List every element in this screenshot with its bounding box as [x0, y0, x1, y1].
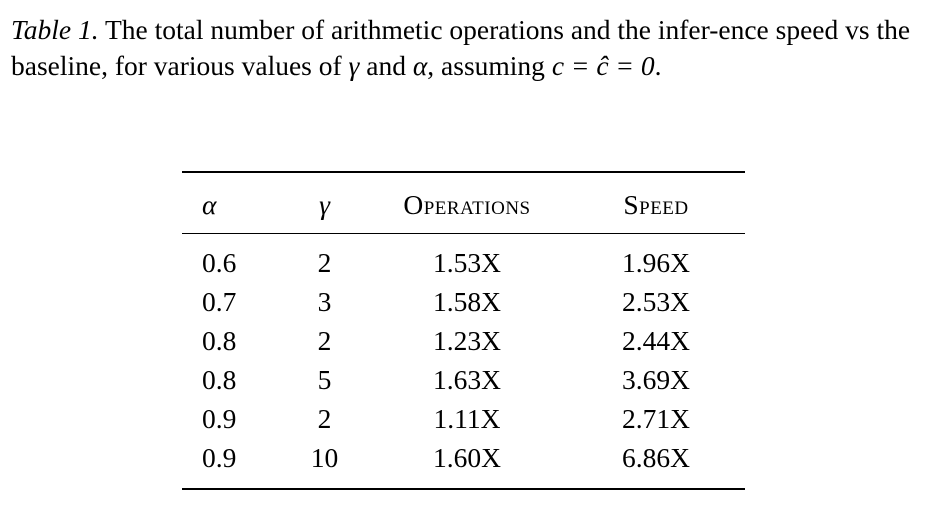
cell-speed: 2.53X: [622, 286, 690, 317]
cell-speed: 3.69X: [622, 364, 690, 395]
cell-gamma: 10: [310, 442, 339, 473]
cell-alpha: 0.7: [202, 286, 237, 317]
caption-label: Table 1.: [11, 14, 99, 45]
results-table-container: α γ Operations Speed 0.6 2 1.53X 1.96X 0…: [182, 171, 745, 490]
cell-alpha: 0.8: [202, 325, 237, 356]
cell-gamma: 5: [317, 364, 332, 395]
table-row: 0.9 2 1.11X 2.71X: [182, 399, 745, 438]
table-row: 0.8 2 1.23X 2.44X: [182, 321, 745, 360]
caption-alpha-symbol: α: [412, 50, 428, 81]
table-body: 0.6 2 1.53X 1.96X 0.7 3 1.58X 2.53X 0.8 …: [182, 233, 745, 489]
cell-operations: 1.58X: [433, 286, 501, 317]
header-speed: Speed: [623, 189, 689, 220]
cell-operations: 1.60X: [433, 442, 501, 473]
caption-period: .: [654, 50, 662, 81]
cell-alpha: 0.9: [202, 403, 237, 434]
header-alpha: α: [202, 189, 217, 220]
table-caption: Table 1. The total number of arithmetic …: [11, 12, 936, 84]
cell-operations: 1.63X: [433, 364, 501, 395]
cell-gamma: 3: [317, 286, 332, 317]
cell-speed: 6.86X: [622, 442, 690, 473]
cell-alpha: 0.6: [202, 247, 237, 278]
caption-text-assuming: , assuming: [427, 50, 552, 81]
cell-alpha: 0.8: [202, 364, 237, 395]
table-row: 0.6 2 1.53X 1.96X: [182, 234, 745, 283]
cell-gamma: 2: [317, 403, 332, 434]
caption-text-and: and: [359, 50, 413, 81]
header-operations: Operations: [403, 189, 531, 220]
table-row: 0.8 5 1.63X 3.69X: [182, 360, 745, 399]
table-header-row: α γ Operations Speed: [182, 172, 745, 234]
table-row: 0.7 3 1.58X 2.53X: [182, 282, 745, 321]
cell-operations: 1.23X: [433, 325, 501, 356]
cell-gamma: 2: [317, 247, 332, 278]
table-row: 0.9 10 1.60X 6.86X: [182, 438, 745, 489]
caption-equation: c = ĉ = 0: [551, 50, 655, 81]
cell-alpha: 0.9: [202, 442, 237, 473]
cell-operations: 1.53X: [433, 247, 501, 278]
cell-operations: 1.11X: [433, 403, 501, 434]
cell-speed: 2.71X: [622, 403, 690, 434]
caption-gamma-symbol: γ: [348, 50, 360, 81]
caption-text: The total number of arithmetic operation…: [11, 14, 911, 81]
results-table: α γ Operations Speed 0.6 2 1.53X 1.96X 0…: [182, 171, 745, 490]
cell-speed: 1.96X: [622, 247, 690, 278]
cell-gamma: 2: [317, 325, 332, 356]
cell-speed: 2.44X: [622, 325, 690, 356]
header-gamma: γ: [319, 189, 330, 220]
